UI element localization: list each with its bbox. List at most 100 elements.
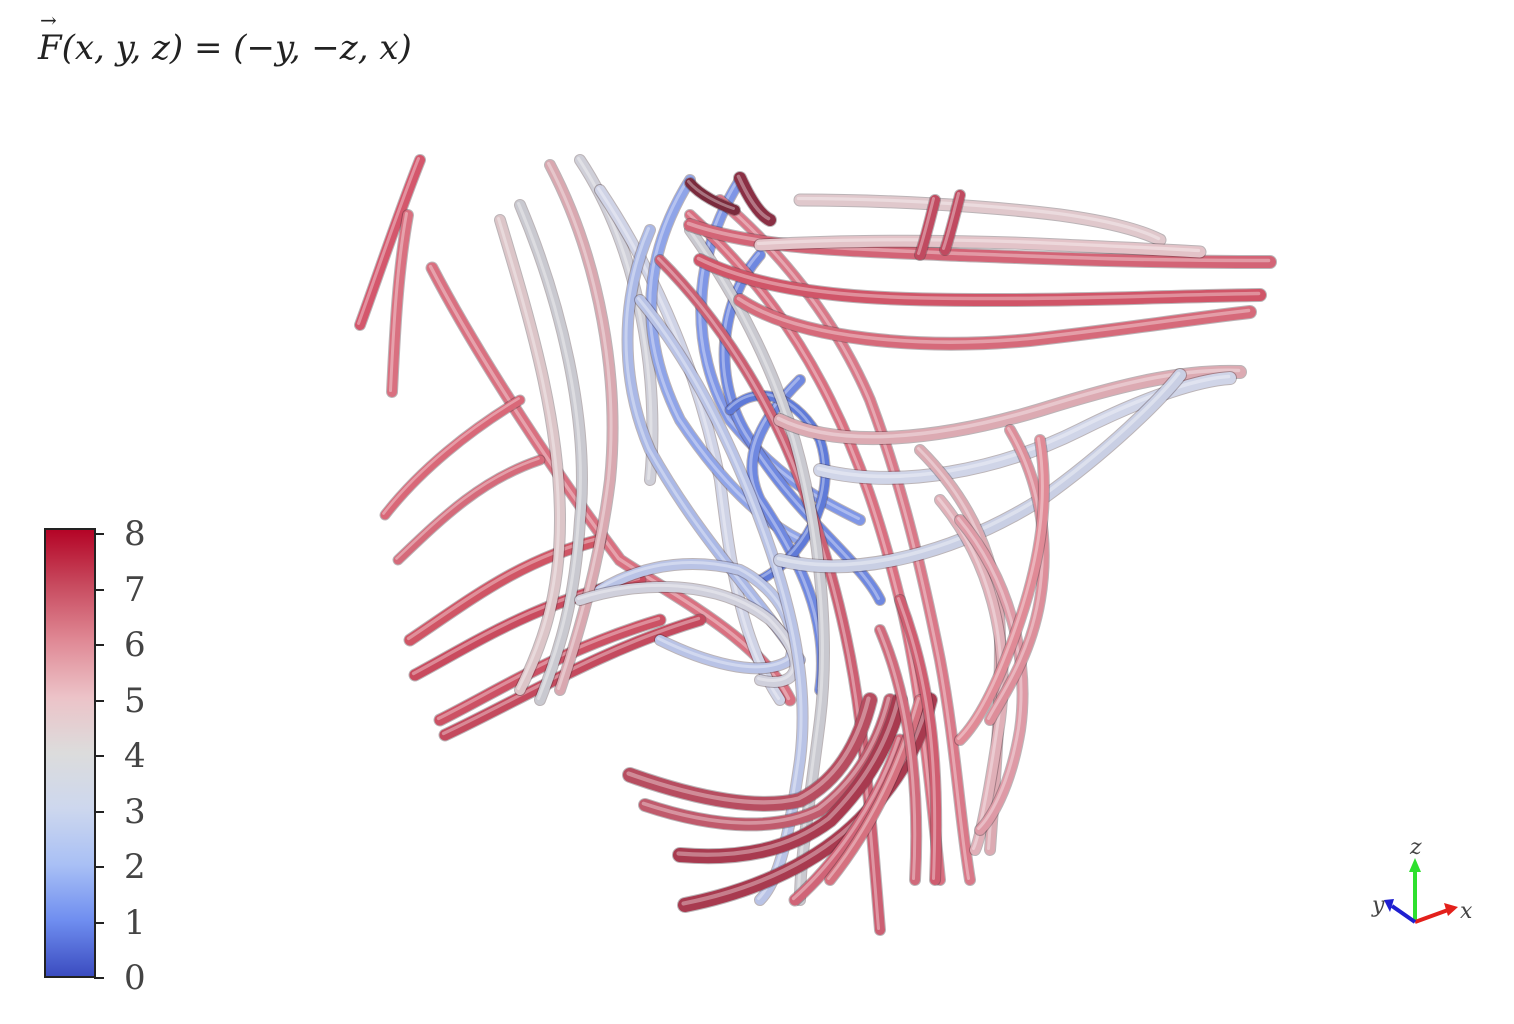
streamline-tube [623, 693, 877, 811]
z-arrowhead [1409, 858, 1421, 872]
colorbar [44, 528, 96, 978]
title-args: (x, y, z) [61, 28, 184, 68]
streamline-tube-highlight [517, 202, 582, 700]
streamline-tube [774, 369, 1186, 573]
y-arrowhead [1384, 899, 1394, 912]
streamline-tube-highlight [406, 536, 601, 641]
streamline-tube-highlight [877, 627, 917, 880]
streamline-tube-highlight [637, 297, 803, 900]
streamline-tube [789, 734, 906, 906]
streamline-tube-highlight [624, 227, 800, 660]
streamline-tube [355, 155, 425, 330]
colorbar-tick-label: 7 [124, 569, 146, 610]
x-axis-arrow [1414, 908, 1449, 924]
colorbar-tick-label: 1 [124, 902, 146, 943]
colorbar-tick-label: 5 [124, 680, 146, 721]
streamline-tube-highlight [942, 192, 960, 250]
streamline-tube-highlight [756, 238, 1201, 253]
streamline-tube-highlight [796, 196, 1161, 241]
streamline-tube [380, 395, 525, 520]
streamline-tube-highlight [676, 696, 901, 857]
y-axis-arrow [1390, 904, 1417, 924]
streamline-tube-highlight [382, 397, 520, 515]
streamline-tube-highlight [698, 177, 860, 520]
colorbar-tick-label: 3 [124, 791, 146, 832]
streamline-tube-highlight [736, 174, 771, 221]
streamline-tube [404, 534, 606, 646]
streamline-tube-highlight [987, 427, 1044, 720]
streamline-tube [734, 172, 776, 226]
streamline-tube-highlight [897, 597, 937, 880]
streamline-tube-highlight [957, 437, 1044, 740]
colorbar-tick-label: 6 [124, 625, 146, 665]
colorbar-tick-label: 8 [124, 514, 146, 554]
streamline-tube [685, 210, 945, 885]
colorbar-tick [94, 755, 104, 757]
streamline-tube [673, 693, 907, 864]
streamline-tube [434, 614, 666, 726]
streamline-tube-highlight [357, 157, 420, 325]
colorbar-tick [94, 533, 104, 535]
streamline-tube [685, 178, 740, 215]
title-function-name: F [38, 8, 62, 68]
streamline-tube [639, 694, 896, 831]
colorbar-tick [94, 810, 104, 813]
streamline-tube-highlight [736, 296, 1251, 344]
orientation-axes: z x y [1371, 835, 1473, 924]
streamline-tube [940, 190, 965, 255]
streamline-tube-highlight [428, 264, 791, 701]
streamline-tube-highlight [917, 197, 935, 255]
streamline-tube [794, 194, 1166, 246]
streamline-tube [875, 625, 922, 885]
streamline-tube [622, 225, 805, 665]
plot-title: F(x, y, z) = (−y, −z, x) [38, 8, 412, 68]
streamline-tube-highlight [816, 374, 1231, 479]
streamline-tube-highlight [687, 180, 735, 210]
streamline-tube [734, 294, 1256, 350]
y-axis-label: y [1371, 893, 1385, 918]
streamline-tube-highlight [597, 561, 793, 669]
streamline-tube [575, 581, 801, 687]
streamline-tube-highlight [389, 212, 408, 392]
colorbar-tick-label: 0 [124, 958, 146, 998]
colorbar-tick [94, 588, 104, 591]
z-axis-label: z [1409, 835, 1422, 860]
streamline-tube-highlight [749, 377, 822, 690]
streamline-tube-highlight [696, 256, 1261, 301]
colorbar-tick [94, 977, 104, 979]
streamline-tube [545, 160, 618, 695]
colorbar-tick [94, 699, 104, 702]
colorbar-tick [94, 921, 104, 924]
streamline-tube [985, 425, 1049, 725]
streamline-tube-highlight [641, 696, 891, 825]
streamline-tube-highlight [395, 457, 540, 560]
streamline-tube-highlight [577, 583, 796, 682]
streamline-tube [515, 200, 587, 705]
streamline-tube [694, 254, 1266, 307]
colorbar-tick [94, 644, 104, 646]
title-rhs: = (−y, −z, x) [193, 28, 412, 68]
streamline-tube [895, 595, 942, 885]
streamline-tube [393, 455, 545, 565]
x-arrowhead [1444, 903, 1458, 916]
streamline-tube-highlight [791, 736, 901, 901]
colorbar-tick-label: 4 [124, 736, 146, 776]
streamline-tube [387, 210, 413, 397]
streamline-tube [955, 515, 1028, 835]
streamline-tube [495, 215, 566, 695]
streamline-tube [426, 262, 796, 706]
streamline-tube-highlight [497, 217, 561, 690]
streamline-tube [814, 372, 1236, 484]
colorbar-tick [94, 866, 104, 868]
colorbar-tick-label: 2 [124, 847, 146, 887]
streamline-tube [955, 435, 1049, 745]
x-axis-label: x [1460, 899, 1473, 924]
streamline-tube-highlight [626, 696, 871, 805]
streamline-tube [754, 235, 1206, 258]
streamline-tube-highlight [957, 517, 1023, 830]
streamline-tube [696, 175, 865, 525]
streamline-tube [915, 195, 940, 260]
streamline-tube-highlight [776, 371, 1181, 567]
streamline-tube-highlight [547, 162, 613, 690]
